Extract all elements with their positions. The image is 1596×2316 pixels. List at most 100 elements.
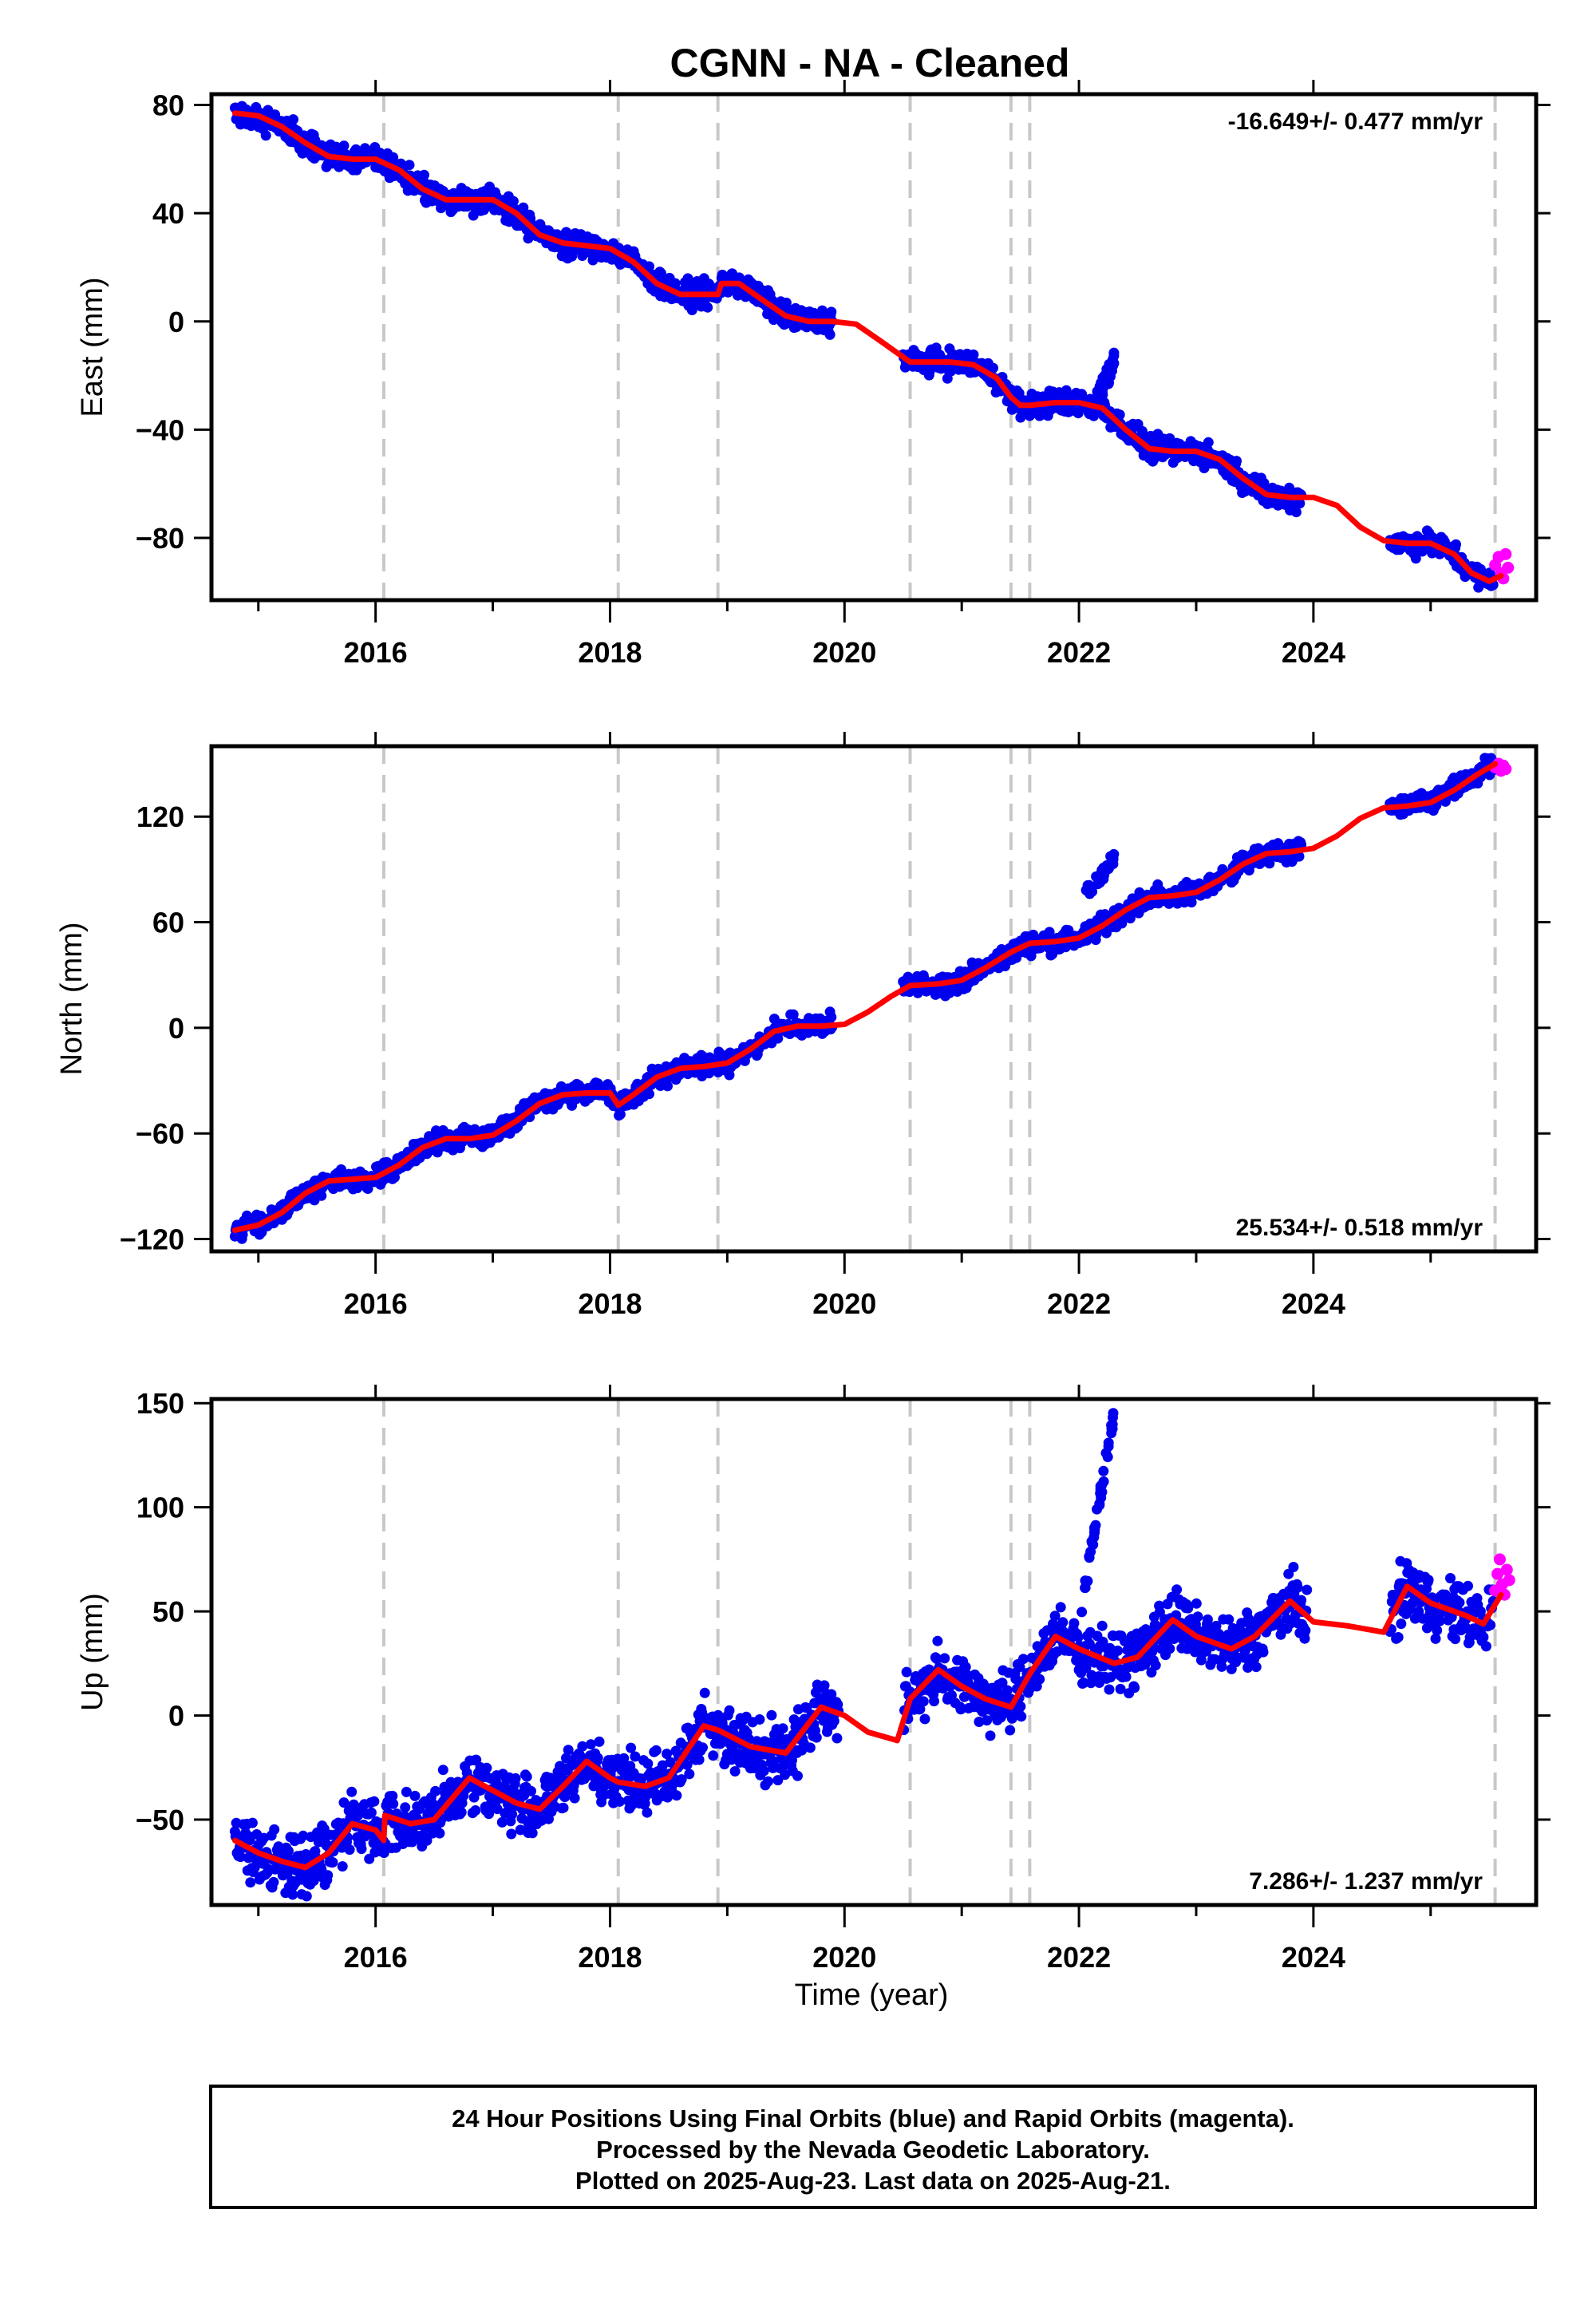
final-orbit-point: [708, 1750, 719, 1761]
final-orbit-point: [496, 1816, 508, 1828]
final-orbit-point: [662, 1081, 673, 1092]
final-orbit-point: [470, 1805, 481, 1816]
final-orbit-points: [229, 753, 1499, 1244]
y-tick-label: 100: [136, 1492, 184, 1524]
final-orbit-point: [1129, 1682, 1140, 1694]
final-orbit-point: [1104, 1684, 1115, 1695]
final-orbit-point: [1095, 1484, 1106, 1495]
x-tick-label: 2016: [344, 1287, 408, 1320]
final-orbit-point: [819, 1680, 830, 1691]
final-orbit-point: [1463, 1580, 1473, 1591]
final-orbit-point: [702, 302, 713, 313]
final-orbit-point: [1092, 386, 1103, 397]
final-orbit-point: [404, 160, 415, 171]
final-orbit-point: [337, 1861, 348, 1872]
final-orbit-point: [1480, 1641, 1491, 1652]
final-orbit-point: [1183, 1603, 1194, 1614]
rapid-orbit-point: [1503, 1574, 1515, 1587]
final-orbit-point: [484, 1808, 495, 1820]
final-orbit-point: [1015, 1701, 1026, 1712]
final-orbit-point: [792, 1770, 803, 1781]
final-orbit-point: [389, 1172, 400, 1183]
final-orbit-point: [642, 1807, 653, 1818]
y-tick-label: −60: [136, 1117, 184, 1150]
final-orbit-point: [1290, 507, 1302, 518]
y-tick-label: −120: [120, 1223, 184, 1256]
final-orbit-point: [997, 1678, 1008, 1689]
final-orbit-point: [1115, 1683, 1126, 1694]
final-orbit-point: [1094, 1498, 1105, 1509]
final-orbit-point: [758, 1765, 769, 1777]
final-orbit-point: [437, 1765, 448, 1776]
y-tick-label: 40: [152, 197, 184, 230]
final-orbit-point: [506, 1828, 517, 1840]
final-orbit-point: [401, 1786, 412, 1797]
final-orbit-point: [569, 1792, 580, 1804]
final-orbit-point: [832, 1733, 843, 1744]
final-orbit-point: [788, 1009, 799, 1020]
final-orbit-point: [561, 1753, 571, 1764]
final-orbit-point: [1209, 1654, 1220, 1665]
x-tick-label: 2018: [578, 1287, 642, 1320]
final-orbit-point: [1478, 1631, 1489, 1642]
x-tick-label: 2024: [1282, 636, 1345, 669]
final-orbit-point: [338, 140, 350, 152]
final-orbit-point: [1084, 1552, 1095, 1563]
final-orbit-point: [268, 1876, 279, 1887]
final-orbit-point: [754, 1714, 765, 1725]
final-orbit-point: [1084, 885, 1096, 896]
final-orbit-point: [826, 306, 837, 318]
x-tick-label: 2024: [1282, 1287, 1345, 1320]
final-orbit-point: [338, 1797, 350, 1808]
final-orbit-point: [1430, 1633, 1441, 1644]
final-orbit-point: [521, 1771, 532, 1782]
final-orbit-point: [824, 329, 836, 340]
x-tick-label: 2022: [1047, 1287, 1111, 1320]
final-orbit-point: [729, 1766, 741, 1777]
final-orbit-point: [288, 114, 298, 125]
y-axis-label: North (mm): [55, 922, 89, 1075]
final-orbit-point: [915, 1704, 926, 1715]
y-tick-label: 120: [136, 800, 184, 833]
final-orbit-point: [1445, 1573, 1456, 1583]
final-orbit-point: [1231, 456, 1242, 467]
model-fit-line: [231, 1583, 1504, 1871]
final-orbit-point: [1292, 1582, 1303, 1593]
final-orbit-point: [1164, 1643, 1175, 1654]
rapid-orbit-point: [1502, 561, 1515, 574]
rapid-orbit-point: [1499, 763, 1512, 776]
final-orbit-point: [419, 169, 429, 180]
final-orbit-point: [699, 1687, 710, 1698]
final-orbit-point: [772, 1775, 784, 1786]
final-orbit-point: [510, 1773, 521, 1784]
plot-frame: [209, 1397, 1539, 1907]
final-orbit-point: [322, 1870, 334, 1881]
final-orbit-point: [558, 1802, 569, 1813]
final-orbit-point: [508, 196, 519, 207]
final-orbit-point: [456, 1807, 467, 1818]
final-orbit-point: [1434, 1615, 1445, 1626]
y-tick-label: 60: [152, 907, 184, 939]
final-orbit-point: [626, 1742, 637, 1753]
final-orbit-point: [1120, 1671, 1132, 1682]
final-orbit-point: [287, 1889, 298, 1900]
y-tick-label: 80: [152, 89, 184, 122]
final-orbit-point: [939, 1653, 950, 1664]
final-orbit-point: [559, 1792, 571, 1803]
x-tick-label: 2020: [812, 1287, 876, 1320]
final-orbit-point: [244, 1835, 255, 1846]
x-tick-label: 2020: [812, 636, 876, 669]
final-orbit-point: [1149, 453, 1160, 464]
final-orbit-point: [1299, 1633, 1310, 1644]
final-orbit-point: [592, 1753, 603, 1764]
final-orbit-point: [697, 1742, 708, 1753]
final-orbit-point: [1052, 1646, 1063, 1657]
final-orbit-point: [918, 1696, 929, 1707]
final-orbit-point: [724, 1705, 735, 1716]
final-orbit-point: [1300, 1625, 1311, 1636]
final-orbit-point: [1106, 1423, 1117, 1434]
final-orbit-point: [585, 1739, 596, 1750]
final-orbit-point: [1450, 1634, 1461, 1645]
x-axis-label: Time (year): [795, 1978, 949, 2012]
